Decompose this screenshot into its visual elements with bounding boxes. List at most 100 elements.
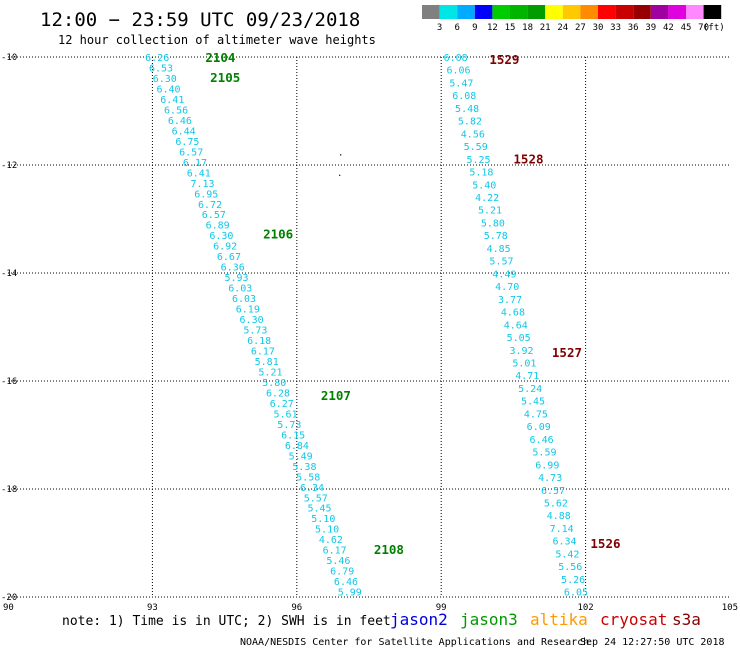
wave-height-value: 6.06 bbox=[446, 66, 470, 77]
wave-height-value: 6.28 bbox=[266, 388, 290, 399]
y-tick-label: -20 bbox=[1, 593, 17, 603]
wave-height-value: 4.75 bbox=[524, 409, 548, 420]
wave-height-value: 6.27 bbox=[270, 399, 294, 410]
wave-height-value: 4.85 bbox=[487, 244, 511, 255]
wave-height-value: 6.15 bbox=[281, 430, 305, 441]
map-speck: . bbox=[337, 169, 342, 179]
wave-height-value: 6.34 bbox=[552, 537, 576, 548]
x-tick-label: 99 bbox=[436, 603, 447, 613]
colorbar-label: 39 bbox=[645, 23, 656, 33]
wave-height-value: 6.95 bbox=[194, 189, 218, 200]
wave-height-value: 6.30 bbox=[240, 315, 264, 326]
wave-height-value: 6.08 bbox=[444, 53, 468, 64]
colorbar-label: 70 bbox=[698, 23, 709, 33]
wave-height-value: 5.45 bbox=[521, 397, 545, 408]
wave-height-value: 6.19 bbox=[236, 305, 260, 316]
wave-height-value: 5.59 bbox=[464, 142, 488, 153]
wave-height-value: 5.46 bbox=[326, 556, 350, 567]
colorbar-label: 3 bbox=[437, 23, 442, 33]
colorbar-label: 42 bbox=[663, 23, 674, 33]
colorbar-swatch bbox=[545, 5, 563, 19]
wave-height-value: 6.92 bbox=[213, 242, 237, 253]
wave-height-value: 5.80 bbox=[481, 218, 505, 229]
colorbar-label: 24 bbox=[557, 23, 568, 33]
wave-height-value: 5.99 bbox=[338, 588, 362, 599]
colorbar-label: 6 bbox=[454, 23, 459, 33]
wave-height-value: 6.17 bbox=[323, 546, 347, 557]
wave-height-value: 5.57 bbox=[489, 257, 513, 268]
colorbar-label: 27 bbox=[575, 23, 586, 33]
colorbar-swatch bbox=[615, 5, 634, 19]
generated-timestamp: Sep 24 12:27:50 UTC 2018 bbox=[580, 637, 725, 648]
wave-height-value: 5.10 bbox=[311, 514, 335, 525]
wave-height-value: 6.09 bbox=[527, 422, 551, 433]
pass-label: 2105 bbox=[210, 70, 240, 85]
wave-height-value: 6.57 bbox=[179, 147, 203, 158]
map-speck: · bbox=[338, 151, 343, 161]
wave-height-value: 6.41 bbox=[160, 95, 184, 106]
colorbar-legend: 3 6 9 12 15 18 21 24 27 30 33 36 39 42 45 70 bbox=[422, 5, 722, 33]
wave-height-value: 5.47 bbox=[449, 78, 473, 89]
wave-height-value: 5.05 bbox=[507, 333, 531, 344]
wave-height-value: 5.24 bbox=[518, 384, 542, 395]
wave-height-value: 6.26 bbox=[145, 53, 169, 64]
chart-title: 12:00 − 23:59 UTC 09/23/2018 bbox=[40, 9, 360, 31]
wave-height-value: 7.14 bbox=[550, 524, 574, 535]
colorbar-label: 12 bbox=[487, 23, 498, 33]
colorbar-swatch bbox=[686, 5, 704, 19]
wave-height-value: 6.18 bbox=[247, 336, 271, 347]
footnote: note: 1) Time is in UTC; 2) SWH is in fe… bbox=[62, 614, 391, 629]
wave-height-value: 5.18 bbox=[469, 168, 493, 179]
wave-height-value: 6.17 bbox=[251, 347, 275, 358]
wave-height-value: 6.75 bbox=[175, 137, 199, 148]
x-tick-label: 102 bbox=[577, 603, 593, 613]
wave-height-value: 5.61 bbox=[274, 409, 298, 420]
y-tick-label: -12 bbox=[1, 161, 17, 171]
wave-height-value: 4.71 bbox=[515, 371, 539, 382]
wave-height-value: 6.67 bbox=[217, 252, 241, 263]
wave-height-value: 5.73 bbox=[277, 420, 301, 431]
wave-height-value: 6.30 bbox=[209, 231, 233, 242]
wave-height-value: 6.89 bbox=[206, 221, 230, 232]
satellite-legend-jason3: jason3 bbox=[460, 610, 518, 629]
wave-height-value: 6.57 bbox=[541, 486, 565, 497]
wave-height-value: 6.34 bbox=[300, 483, 324, 494]
y-tick-label: -14 bbox=[1, 269, 17, 279]
satellite-legend: jason2 jason3 altika cryosat s3a bbox=[390, 610, 701, 629]
colorbar-swatch bbox=[633, 5, 651, 19]
satellite-legend-cryosat: cryosat bbox=[600, 610, 667, 629]
map-grid bbox=[8, 56, 730, 598]
colorbar-swatch bbox=[668, 5, 686, 19]
wave-height-value: 6.03 bbox=[232, 294, 256, 305]
wave-height-value: 6.46 bbox=[168, 116, 192, 127]
wave-height-value: 5.48 bbox=[455, 104, 479, 115]
wave-height-value: 6.72 bbox=[198, 200, 222, 211]
x-tick-label: 96 bbox=[291, 603, 302, 613]
colorbar-swatch bbox=[562, 5, 581, 19]
colorbar-label: 21 bbox=[540, 23, 551, 33]
wave-height-values: 6.266.536.306.406.416.566.466.446.756.57… bbox=[145, 53, 588, 599]
wave-height-value: 5.25 bbox=[467, 155, 491, 166]
pass-label: 1528 bbox=[513, 152, 543, 167]
wave-height-value: 4.49 bbox=[492, 269, 516, 280]
wave-height-value: 5.01 bbox=[512, 358, 536, 369]
pass-label: 1527 bbox=[552, 345, 582, 360]
colorbar-swatch bbox=[422, 5, 440, 19]
wave-height-value: 6.03 bbox=[228, 284, 252, 295]
colorbar-swatch bbox=[474, 5, 493, 19]
pass-label: 1526 bbox=[590, 536, 620, 551]
wave-height-value: 5.78 bbox=[484, 231, 508, 242]
wave-height-value: 6.53 bbox=[149, 63, 173, 74]
wave-height-value: 5.49 bbox=[289, 451, 313, 462]
colorbar-label: 33 bbox=[610, 23, 621, 33]
colorbar-swatch bbox=[510, 5, 528, 19]
wave-height-value: 6.46 bbox=[334, 577, 358, 588]
wave-height-value: 6.17 bbox=[183, 158, 207, 169]
wave-height-value: 3.92 bbox=[509, 346, 533, 357]
pass-label: 2106 bbox=[263, 227, 293, 242]
pass-label: 2108 bbox=[374, 542, 404, 557]
pass-number-labels: 2104 2105 2106 2107 2108 1529 1528 1527 1526 bbox=[205, 50, 620, 557]
wave-height-value: 5.56 bbox=[558, 562, 582, 573]
